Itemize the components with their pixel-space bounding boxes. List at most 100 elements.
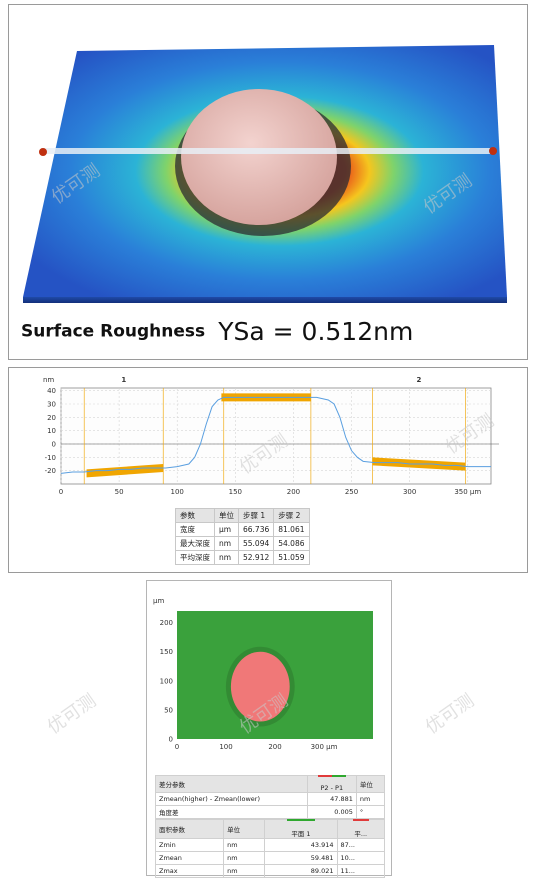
x-tick-label: 150 <box>229 488 242 496</box>
roughness-value: YSa = 0.512nm <box>218 317 414 346</box>
table-cell: 最大深度 <box>175 536 215 551</box>
table-header-cell: 面积参数 <box>154 819 225 839</box>
diff-params-table: 差分参数 P2 - P1 单位 Zmean(higher) - Zmean(lo… <box>155 775 386 819</box>
table-cell: 89.021 <box>264 864 338 878</box>
surface-3d-render <box>23 45 507 303</box>
profile-end-marker <box>489 147 497 155</box>
table-header-cell: 步骤 1 <box>237 508 275 523</box>
table-cell: 59.481 <box>264 851 338 865</box>
region-band <box>86 464 164 478</box>
surface-edge <box>23 297 507 303</box>
table-header-cell: P2 - P1 <box>306 775 357 793</box>
disc-region <box>230 651 290 722</box>
y-tick-label: 50 <box>164 706 173 714</box>
y-axis-unit: nm <box>43 376 54 384</box>
table-cell: Zmax <box>154 864 225 878</box>
p1-tag-bar <box>331 775 346 777</box>
table-header-text: 平... <box>354 830 368 838</box>
table-cell: 43.914 <box>264 838 338 852</box>
table-header-cell: 平... <box>336 819 386 839</box>
table-cell: 52.912 <box>237 550 275 565</box>
y-tick-label: 100 <box>160 677 173 685</box>
table-header-cell: 平面 1 <box>264 819 338 839</box>
table-cell: 宽度 <box>175 522 215 537</box>
table-cell: 平均深度 <box>175 550 215 565</box>
watermark: 优可测 <box>421 690 479 739</box>
table-cell: Zmean <box>154 851 225 865</box>
table-cell: 47.881 <box>306 792 357 806</box>
table-cell: nm <box>223 864 266 878</box>
x-tick-label: 200 <box>287 488 300 496</box>
table-cell: 66.736 <box>237 522 275 537</box>
y-tick-label: -20 <box>45 467 56 475</box>
y-tick-label: 40 <box>47 387 56 395</box>
table-header-cell: 差分参数 <box>155 775 308 793</box>
x-tick-label: 0 <box>59 488 63 496</box>
table-header-row: 面积参数 单位 平面 1 平... <box>154 819 386 839</box>
area-params-table: 面积参数 单位 平面 1 平... Zmin nm 43.914 87... Z… <box>154 819 386 878</box>
table-cell: Zmin <box>154 838 225 852</box>
table-cell: 11... <box>336 864 386 878</box>
table-cell: 0.005 <box>306 805 357 819</box>
step-label: 1 <box>121 376 126 384</box>
table-header-cell: 单位 <box>214 508 239 523</box>
x-tick-label: 100 <box>219 743 232 751</box>
y-tick-label: -10 <box>45 454 56 462</box>
table-cell: Zmean(higher) - Zmean(lower) <box>155 792 308 806</box>
table-header-row: 参数 单位 步骤 1 步骤 2 <box>175 508 310 523</box>
height-map-chart: 200 150 100 50 00 100 200 300 µm µm <box>153 597 373 751</box>
table-row: 宽度 µm 66.736 81.061 <box>175 522 310 537</box>
table-cell: nm <box>223 851 266 865</box>
table-cell: nm <box>214 550 239 565</box>
p2-tag-bar <box>317 775 332 777</box>
x-tick-label: 350 µm <box>454 488 481 496</box>
table-cell: 87... <box>336 838 386 852</box>
profile-line <box>60 396 491 474</box>
x-tick-label: 250 <box>345 488 358 496</box>
table-header-text: 平面 1 <box>291 830 311 838</box>
y-tick-label: 0 <box>52 441 56 449</box>
profile-start-marker <box>39 148 47 156</box>
table-header-cell: 参数 <box>175 508 215 523</box>
raised-disc <box>181 89 337 225</box>
x-tick-label: 50 <box>115 488 124 496</box>
y-tick-label: 200 <box>160 619 173 627</box>
table-cell: 10... <box>336 851 386 865</box>
table-row: Zmean(higher) - Zmean(lower) 47.881 nm <box>155 792 386 806</box>
table-row: Zmean nm 59.481 10... <box>154 851 386 865</box>
table-header-row: 差分参数 P2 - P1 单位 <box>155 775 386 793</box>
y-tick-label: 20 <box>47 414 56 422</box>
table-cell: nm <box>214 536 239 551</box>
table-cell: 51.059 <box>273 550 310 565</box>
surface-3d-panel: Surface Roughness YSa = 0.512nm <box>8 4 528 360</box>
y-tick-label: 10 <box>47 427 56 435</box>
table-header-cell: 单位 <box>355 775 386 793</box>
y-tick-label: 0 <box>169 736 173 744</box>
table-cell: 55.094 <box>237 536 275 551</box>
table-cell: 54.086 <box>273 536 310 551</box>
profile-line-marker <box>41 148 495 154</box>
table-row: Zmin nm 43.914 87... <box>154 838 386 852</box>
surface-roughness-caption: Surface Roughness YSa = 0.512nm <box>21 317 413 346</box>
height-map-panel: 200 150 100 50 0 0 100 200 300 µm µm 差分参数 P2 - P1… <box>146 580 392 878</box>
table-row: 平均深度 nm 52.912 51.059 <box>175 550 310 565</box>
x-tick-label: 200 <box>268 743 281 751</box>
y-axis-unit: µm <box>153 597 164 605</box>
table-cell: nm <box>355 792 386 806</box>
y-tick-label: 150 <box>160 648 173 656</box>
table-header-cell: 单位 <box>223 819 266 839</box>
watermark: 优可测 <box>43 690 101 739</box>
table-cell: 角度差 <box>155 805 308 819</box>
table-cell: µm <box>214 522 239 537</box>
step-params-table: 参数 单位 步骤 1 步骤 2 宽度 µm 66.736 81.061 最大深度… <box>175 508 310 565</box>
x-tick-label: 0 <box>175 743 179 751</box>
roughness-label: Surface Roughness <box>21 321 206 342</box>
table-cell: 81.061 <box>273 522 310 537</box>
y-tick-label: 30 <box>47 401 56 409</box>
x-tick-label: 300 µm <box>311 743 338 751</box>
x-tick-label: 300 <box>403 488 416 496</box>
step-label: 2 <box>417 376 422 384</box>
table-header-text: P2 - P1 <box>320 784 344 792</box>
table-row: 最大深度 nm 55.094 54.086 <box>175 536 310 551</box>
